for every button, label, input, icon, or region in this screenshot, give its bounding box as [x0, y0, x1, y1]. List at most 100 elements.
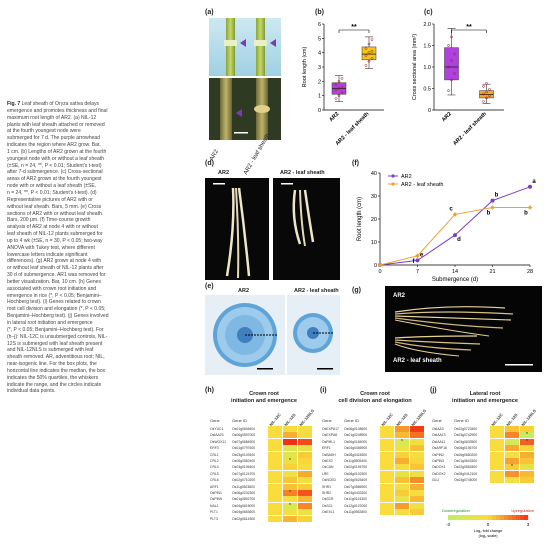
gene-id: Os05g0582400 [232, 459, 256, 463]
legend-color-step [452, 515, 457, 520]
heatmap-cell [395, 426, 409, 432]
heatmap-row: OsIAA23 Os06g0597000 [210, 432, 318, 439]
legend-color-step [488, 515, 493, 520]
heatmap-cell [520, 477, 534, 484]
gene-name: LRE [322, 471, 329, 476]
caption-line: analysis of AR2 at node 4 with or withou… [7, 224, 98, 231]
x-tick-label: AR2 [441, 111, 453, 123]
heatmap-cell [380, 458, 394, 464]
caption-line: sheath removed. AR, adventitious root; N… [7, 354, 105, 361]
heatmap-row: OsCAN Os02g0194700 [322, 464, 428, 471]
significance-letter: d [457, 237, 461, 243]
heatmap-cell [410, 438, 424, 445]
heatmap-cell [520, 470, 534, 477]
gene-name: OsIAA3 [432, 427, 444, 431]
heatmap-cell [520, 445, 534, 452]
chart-c: 0 0.5 1.0 1.5 2.0 Cross sectional area (mm²) A… [412, 22, 504, 147]
heatmap-cell [298, 432, 312, 439]
panel-d-photos [205, 178, 340, 280]
heatmap-cell [298, 496, 312, 503]
scale-bar [317, 368, 333, 370]
legend-marker [391, 182, 395, 186]
caption-line: (*, P < 0.05; Benjamini–Hochberg test). … [7, 326, 104, 333]
caption-line: emergence and promotes thickness and fin… [7, 107, 108, 114]
gene-name: OsPIN2 [432, 452, 444, 457]
gene-id: Os02g0614300 [232, 516, 256, 521]
heatmap-cell [268, 458, 282, 464]
heatmap-row: OsSCL Os12g0122000 [322, 502, 428, 509]
gene-id-column-header: Gene ID [344, 418, 359, 423]
significance-letter: b [487, 211, 491, 217]
gene-column-header: Gene [322, 418, 332, 423]
gene-id: Os01g0645400 [232, 427, 256, 431]
heatmap-cell [268, 445, 282, 452]
caption-line: Fig. 7 Leaf sheath of Oryza sativa delay… [7, 101, 100, 107]
gene-id: Os03g0149100 [232, 452, 256, 457]
gene-id: Os03g0106400 [232, 465, 256, 470]
y-tick-label: 5 [318, 36, 321, 42]
heatmap-cell [268, 470, 282, 477]
gene-id: Os02g0723400 [454, 427, 478, 431]
y-tick-label: 0 [318, 108, 321, 114]
heatmap-cell [505, 432, 519, 439]
heatmap-cell [410, 451, 424, 458]
heatmap-h: Crown root initiation and emergence Gene Ge… [210, 388, 318, 538]
gene-name: PLT1 [210, 510, 218, 515]
data-point [337, 94, 341, 98]
gene-id: Os03g0433200 [344, 491, 368, 495]
legend-high-label: Upregulation [511, 508, 534, 513]
heatmap-row: CRL6 Os02g0710200 [210, 477, 318, 484]
heatmap-cell [283, 477, 297, 484]
heatmap-cell [410, 483, 424, 490]
gene-name: OsDOX1 [432, 465, 446, 470]
gene-name: OsPIN1 [210, 491, 222, 495]
data-point [482, 100, 485, 103]
significance-label: ** [351, 24, 357, 31]
significance-letter: b [524, 211, 528, 217]
heatmap-title-line: Crown root [360, 391, 390, 397]
legend-color-step [456, 515, 461, 520]
legend-color-step [508, 515, 513, 520]
heatmap-row: OsIAA3 Os02g0723400 [432, 426, 538, 432]
heatmap-cell [410, 509, 424, 516]
heatmap-cell [268, 483, 282, 490]
caption-line: differences). (g) AR2 grown at node 4 wi… [7, 258, 102, 265]
gene-id: Os04g0625400 [344, 478, 368, 483]
legend-tick: -3 [446, 522, 450, 527]
legend-color-step [484, 515, 489, 520]
heatmap-cell [380, 426, 394, 432]
caption-line: or without leaf sheath of NIL-12 plants … [7, 265, 104, 272]
caption-line: Representative pictures of AR2 with or [7, 196, 93, 203]
heatmap-cell [395, 490, 409, 496]
data-point [334, 97, 338, 100]
y-tick-label: 0 [428, 108, 431, 114]
panel-label-d: (d) [205, 160, 214, 167]
data-point [488, 88, 491, 91]
y-tick-label: 1 [318, 94, 321, 100]
scale-bar [257, 368, 273, 370]
legend-color-step [500, 515, 505, 520]
gene-name: OsEXL1 [322, 510, 335, 515]
caption-line: Benjamini–Hochberg test). (j) Genes invo… [7, 313, 109, 320]
heatmap-cell [283, 451, 297, 458]
heatmap-cell: * [520, 438, 534, 445]
legend-marker [391, 174, 395, 178]
caption-line: at the fourth youngest node were [7, 128, 81, 135]
y-tick-label: 0.5 [423, 87, 431, 93]
gene-name: OsIAA11 [432, 439, 446, 444]
heatmap-row: OsRHL1 Os06g0184000 * [322, 438, 428, 445]
x-tick-label: AR2 - leaf sheath [452, 111, 488, 147]
legend-title: (log₂ scale) [479, 534, 499, 538]
heatmap-title-line: initiation and emergence [452, 397, 518, 404]
heatmap-cell [520, 426, 534, 432]
data-point [370, 49, 374, 53]
y-tick-label: 20 [371, 217, 377, 223]
scale-bar [213, 183, 225, 185]
heatmap-cell [410, 458, 424, 464]
caption-line: individual data points. [7, 388, 56, 395]
heatmap-cell [298, 502, 312, 509]
heatmap-cell [298, 445, 312, 452]
gene-id: Os06g0597000 [232, 433, 256, 438]
caption-line: horizontal line indicates the median, th… [7, 367, 106, 374]
gene-name: CRL1 [210, 452, 219, 457]
